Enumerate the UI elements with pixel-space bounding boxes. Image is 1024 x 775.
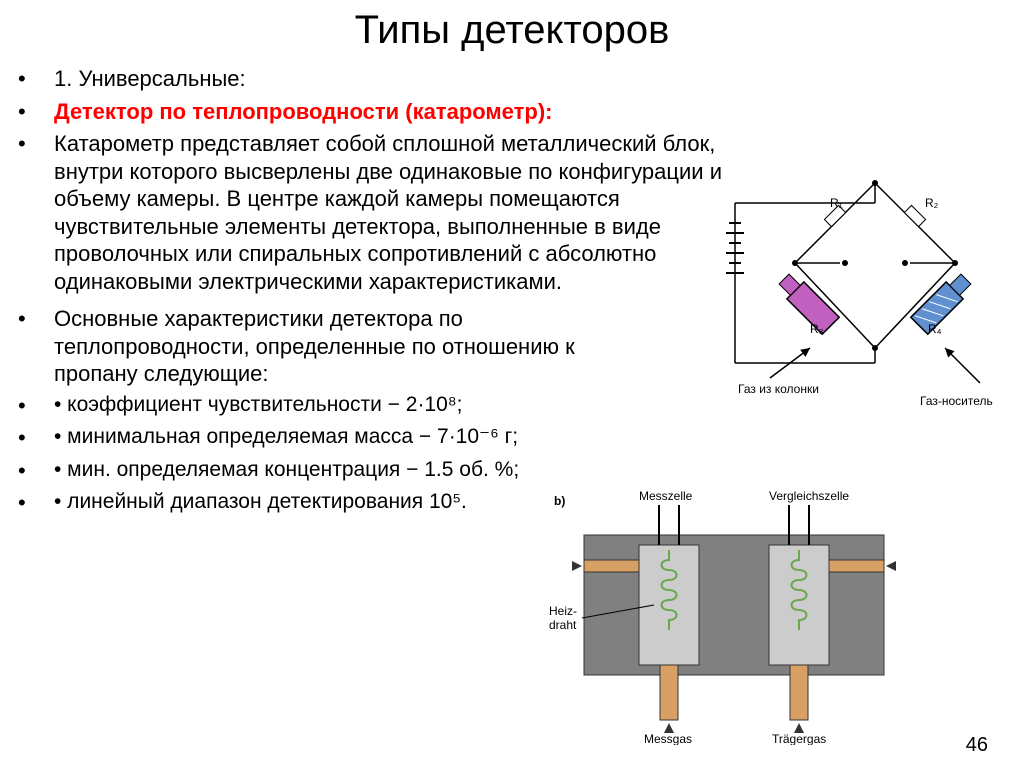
label-messzelle: Messzelle — [639, 489, 693, 503]
bullet-row-1: • 1. Универсальные: — [18, 65, 1006, 94]
bullet-text-6: • минимальная определяемая масса − 7·10⁻… — [54, 424, 518, 450]
bullet-mark: • — [18, 424, 36, 453]
page-number: 46 — [966, 734, 988, 757]
bullet-text-2: Детектор по теплопроводности (катарометр… — [54, 98, 553, 126]
bullet-mark: • — [18, 489, 36, 518]
label-heiz: Heiz- — [549, 604, 577, 618]
cells-diagram: b) Messzelle Vergleichszelle Heiz- draht… — [544, 485, 904, 745]
bullet-row-6: • • минимальная определяемая масса − 7·1… — [18, 424, 1006, 453]
label-carrier-gas: Газ-носитель — [920, 394, 993, 408]
bullet-mark: • — [18, 305, 36, 334]
bullet-mark: • — [18, 457, 36, 486]
slide-title: Типы детекторов — [0, 8, 1024, 53]
label-draht: draht — [549, 618, 577, 632]
bullet-text-8: • линейный диапазон детектирования 10⁵. — [54, 489, 467, 515]
bullet-text-7: • мин. определяемая концентрация − 1.5 о… — [54, 457, 519, 483]
bullet-mark: • — [18, 130, 36, 159]
bullet-row-7: • • мин. определяемая концентрация − 1.5… — [18, 457, 1006, 486]
label-r1: R₁ — [830, 196, 843, 210]
label-vergleichszelle: Vergleichszelle — [769, 489, 849, 503]
label-tragergas: Trägergas — [772, 732, 826, 745]
label-messgas: Messgas — [644, 732, 692, 745]
label-gas-column: Газ из колонки — [738, 382, 819, 396]
bullet-text-1: 1. Универсальные: — [54, 65, 246, 93]
label-r2: R₂ — [925, 196, 939, 210]
label-r4: R₄ — [928, 322, 942, 336]
label-r3: R₃ — [810, 322, 824, 336]
bullet-mark: • — [18, 392, 36, 421]
bullet-text-4: Основные характеристики детектора по теп… — [54, 305, 614, 388]
bullet-text-3: Катарометр представляет собой сплошной м… — [54, 130, 734, 295]
bridge-diagram: R₁ R₂ R₃ R₄ Газ из колонки Газ-носитель — [720, 163, 1010, 423]
bullet-mark: • — [18, 65, 36, 94]
bullet-row-2: • Детектор по теплопроводности (катароме… — [18, 98, 1006, 127]
bullet-mark: • — [18, 98, 36, 127]
bullet-text-5: • коэффициент чувствительности − 2·10⁸; — [54, 392, 463, 418]
label-b: b) — [554, 494, 565, 508]
